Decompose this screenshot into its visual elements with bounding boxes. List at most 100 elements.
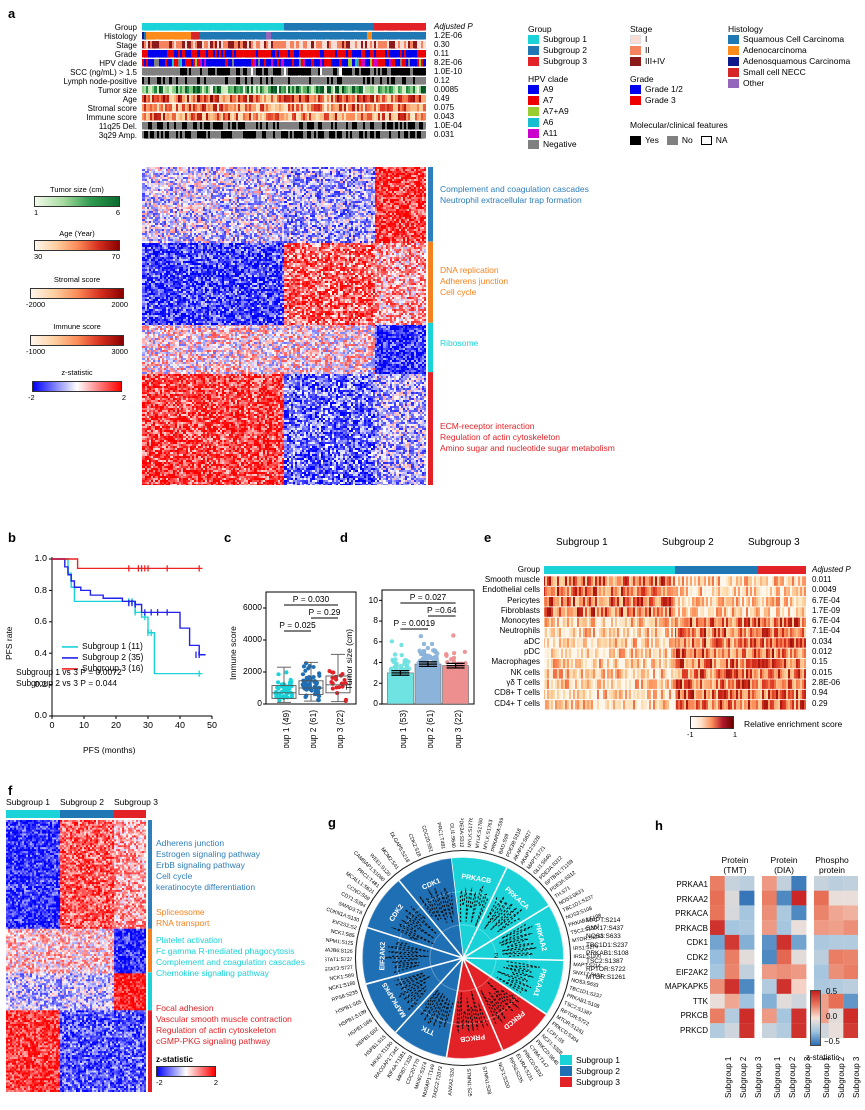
colorbar-min: -2000 [26,300,46,309]
colorbar-tick: 0.5 [826,987,838,996]
colorbar-max: 2000 [111,300,128,309]
column-group-title-line: Phospho [815,855,849,865]
row-label: Tumor size [97,86,137,95]
panel-g-legend: Subgroup 1 Subgroup 2 Subgroup 3 [560,1055,620,1088]
row-label: CD4+ T cells [494,698,540,708]
colorbar-gradient [32,381,122,392]
legend-item: Subgroup 2 [560,1066,620,1076]
row-label: Grade [114,50,137,59]
panel-a-annotation-tracks [142,22,426,143]
row-label: PRKCB [680,1011,708,1021]
panel-e-subgroup-2-title: Subgroup 2 [662,537,714,548]
panel-f-cluster-3-labels: Platelet activation Fc gamma R-mediated … [156,935,305,979]
pathway-label: RNA transport [156,918,210,928]
pathway-label: Adherens junction [156,838,225,848]
colorbar-title: Age (Year) [59,229,95,238]
row-label: SCC (ng/mL) > 1.5 [70,68,137,77]
panel-e-cell-type-heatmap [544,566,806,710]
legend-features-title: Molecular/clinical features [630,120,728,130]
col-label: Subgroup 3 [803,1056,812,1098]
row-label: CD8+ T cells [494,688,540,698]
pathway-label: ErbB signaling pathway [156,860,245,870]
legend-item: A9 [528,84,577,94]
colorbar-min: -2 [28,393,35,402]
colorbar-max: 1 [732,730,737,739]
pathway-label: Spliceosome [156,907,205,917]
row-label: aDC [523,636,540,646]
phosphosite-label: SNX17:S437 [586,925,624,933]
column-group-title-line: protein [819,865,845,875]
panel-h-row-labels: PRKAA1 PRKAA2 PRKACA PRKACB CDK1 CDK2 EI… [640,879,708,1040]
panel-a-cluster-bar [428,167,433,485]
phosphosite-label: TSC2:S1387 [586,958,624,966]
adjusted-p-value: 0.075 [434,103,455,112]
panel-a-letter: a [8,6,16,21]
phosphosite-label: MAPT:S214 [586,917,621,924]
colorbar-max: 3000 [111,347,128,356]
colorbar-immune-score: Immune score -1000 3000 [22,322,132,356]
pathway-label: Complement and coagulation cascades [156,957,305,967]
legend-group: Group Subgroup 1 Subgroup 2 Subgroup 3 [528,24,587,67]
col-label: Subgroup 1 [822,1056,831,1098]
phosphosite-label: TBC1D1:S237 [586,941,628,949]
panel-e-subgroup-3-title: Subgroup 3 [748,537,800,548]
adjusted-p-value: 0.011 [812,575,832,584]
pathway-label: cGMP-PKG signaling pathway [156,1036,271,1046]
adjusted-p-value: 0.0085 [434,85,459,94]
panel-f-subgroup-2-title: Subgroup 2 [60,797,104,807]
panel-e-row-labels: Group Smooth muscle Endothelial cells Pe… [482,566,540,710]
col-label: Subgroup 2 [739,1056,748,1098]
colorbar-min: -1000 [26,347,46,356]
legend-label: No [681,135,693,145]
pathway-label: Fc gamma R-mediated phagocytosis [156,946,295,956]
color-swatch [528,128,539,138]
legend-label: Grade 1/2 [645,84,683,94]
legend-item: Yes [630,135,659,145]
panel-h-kinase-zscore-heatmap [710,876,858,1038]
col-label: Subgroup 2 [788,1056,797,1098]
row-label: Macrophages [491,657,540,667]
row-label: Age [122,95,137,104]
pathway-label: Cell cycle [440,287,477,297]
panel-g-annotation-list: MAPT:S214 SNX17:S437 NOS3:S633 TBC1D1:S2… [586,917,629,983]
color-swatch [630,84,641,94]
legend-item: A11 [528,128,577,138]
panel-c-ylabel: Immune score [228,626,238,680]
panel-c-immune-score-boxplot [240,548,360,748]
legend-item: Subgroup 1 [560,1055,620,1065]
row-label: PRKACA [675,909,708,919]
legend-label: Subgroup 3 [576,1077,620,1087]
legend-hpv-clade: HPV clade A9 A7 A7+A9 A6 A11 Negative [528,74,577,150]
adjusted-p-value: 2.8E-06 [812,677,841,687]
legend-molecular-clinical-features: Molecular/clinical features Yes No NA [630,120,728,145]
panel-h-column-group-2: Phospho protein [808,855,856,875]
colorbar-gradient [810,990,821,1046]
legend-label: Small cell NECC [743,67,806,77]
legend-label: Yes [645,135,659,145]
row-label: γδ T cells [506,677,540,687]
pathway-label: Amino sugar and nucleotide sugar metabol… [440,443,615,453]
adjusted-p-value: 7.1E-04 [812,626,841,636]
panel-a-adjusted-p-column: Adjusted P 1.2E-06 0.30 0.11 8.2E-06 1.0… [434,23,473,140]
legend-label: A7 [543,95,554,105]
legend-hpv-title: HPV clade [528,74,569,84]
adjusted-p-value: 0.031 [434,130,455,139]
legend-label: NA [715,135,728,145]
pathway-label: DNA replication [440,265,499,275]
column-group-title-line: (TMT) [723,865,747,875]
adjusted-p-value: 6.7E-04 [812,595,841,605]
pathway-label: Vascular smooth muscle contraction [156,1014,292,1024]
color-swatch [560,1077,572,1087]
colorbar-stromal-score: Stromal score -2000 2000 [22,275,132,309]
adjusted-p-value: 1.2E-06 [434,31,463,40]
legend-item: A7+A9 [528,106,577,116]
colorbar-min: 1 [34,208,39,217]
color-swatch [700,135,712,145]
panel-e-colorbar: -1 1 [687,716,737,739]
legend-item: Small cell NECC [728,67,850,77]
panel-d-letter: d [340,530,348,545]
color-swatch [728,45,739,55]
panel-a-row-labels: Group Histology Stage Grade HPV clade SC… [20,24,137,141]
panel-f-cluster-4-labels: Focal adhesion Vascular smooth muscle co… [156,1003,292,1047]
col-label: Subgroup 3 [754,1056,763,1098]
